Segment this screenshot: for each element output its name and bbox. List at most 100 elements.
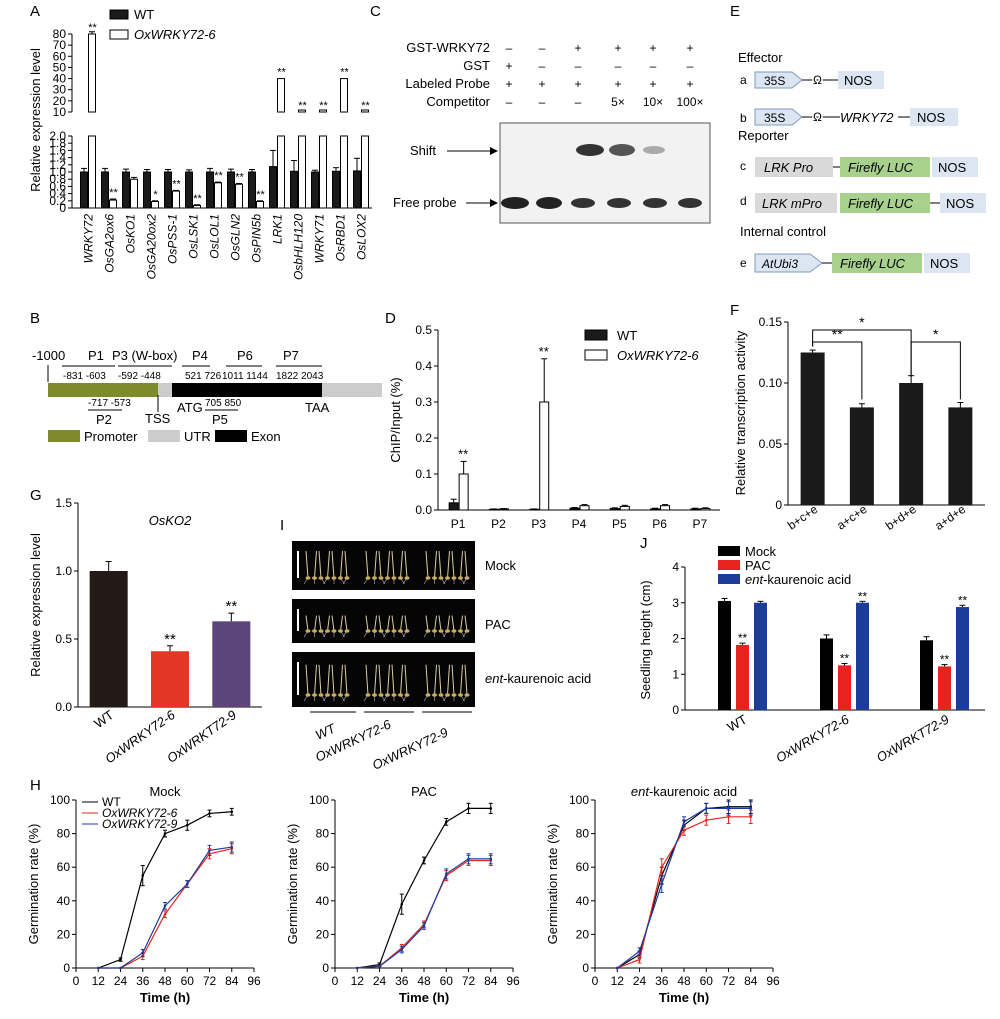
- seedling-shoot: [400, 615, 403, 632]
- panel-j-y-tick-label: 2: [672, 632, 679, 646]
- seedling-shoot: [400, 551, 403, 579]
- seedling-root: [363, 577, 369, 585]
- seedling-shoot: [391, 615, 395, 632]
- seedling-shoot: [305, 615, 309, 632]
- shift-label: Shift: [410, 143, 436, 158]
- panel-a-bar: [80, 171, 88, 209]
- primer-p7: P7 1822 2043: [276, 348, 324, 382]
- panel-a-bar: [319, 135, 327, 209]
- panel-a-category-label: OsKO1: [124, 214, 138, 253]
- series-point: [638, 958, 641, 961]
- panel-f-bracket-label: **: [832, 326, 843, 342]
- series-point: [489, 857, 493, 861]
- seedling-root: [363, 630, 369, 638]
- panel-d-category-label: P3: [531, 517, 546, 531]
- panel-h2-chart: 0 20 40 60 80 100 0 12 24 36 48 60 72 84 96 Time (h) Ger…: [285, 784, 520, 1005]
- series-point: [467, 857, 470, 861]
- svg-text:NOS: NOS: [930, 256, 959, 271]
- seedling-root: [402, 630, 408, 638]
- photo-mock: [292, 541, 475, 590]
- panel-f-bracket-label: *: [859, 314, 865, 330]
- primer-p3: P3 (W-box) -592 -448: [112, 348, 178, 382]
- seedling-root: [443, 577, 448, 585]
- seedling-shoot: [340, 615, 343, 632]
- x-tick-label: 0: [592, 974, 599, 988]
- seedling-shoot: [404, 664, 408, 696]
- emsa-cell: –: [539, 59, 546, 73]
- panel-a-bar: [109, 199, 117, 209]
- x-tick-label: 12: [92, 974, 106, 988]
- seedling-shoot: [404, 615, 408, 632]
- free-probe-label: Free probe: [393, 195, 457, 210]
- x-tick-label: 96: [247, 974, 261, 988]
- seedling-shoot: [464, 664, 468, 696]
- seedling-shoot: [425, 551, 429, 579]
- chart-title: PAC: [411, 784, 437, 799]
- panel-d-category-label: P7: [693, 517, 708, 531]
- seedling-shoot: [438, 551, 442, 579]
- panel-j-bar: [736, 644, 749, 710]
- x-axis-label: Time (h): [399, 990, 449, 1005]
- primer-p5: 705 850 P5: [205, 398, 242, 427]
- panel-letter-a: A: [30, 3, 40, 20]
- emsa-free-probe-bands: [501, 197, 702, 209]
- panel-j-chart: 0 1 2 3 4 Seedling height (cm) MockPACent-kaur…: [638, 544, 985, 765]
- panel-a-lower-y-tick-label: 2.0: [49, 129, 66, 143]
- panel-j-bar: [820, 638, 833, 710]
- primer-p2: -717 -573 P2: [88, 398, 131, 427]
- panel-a-bar: [193, 204, 201, 209]
- panel-a-significance: **: [172, 178, 181, 190]
- panel-g-bar: [89, 571, 128, 707]
- panel-g-category-label: WT: [91, 707, 116, 731]
- panel-d-y-tick-label: 0.2: [415, 431, 432, 445]
- panel-a-bar-upper: [298, 109, 306, 113]
- internal-control-label: Internal control: [740, 224, 826, 239]
- series-point: [444, 820, 448, 824]
- series-point: [422, 924, 426, 928]
- x-tick-label: 24: [114, 974, 128, 988]
- emsa-cell: –: [539, 41, 546, 55]
- panel-a-bar: [235, 183, 243, 209]
- seedling-root: [363, 694, 369, 702]
- panel-h2-y-tick-label: 40: [316, 894, 330, 908]
- panel-a-significance: **: [88, 22, 97, 34]
- seedling-root: [342, 630, 348, 638]
- x-tick-label: 0: [73, 974, 80, 988]
- seedling-shoot: [460, 664, 463, 696]
- svg-text:b: b: [740, 111, 747, 125]
- emsa-row-label: GST-WRKY72: [406, 40, 490, 55]
- panel-h2-y-tick-label: 100: [309, 793, 329, 807]
- panel-letter-b: B: [30, 310, 40, 327]
- seedling-shoot: [460, 615, 463, 632]
- panel-j-significance: **: [840, 652, 850, 666]
- seedling-shoot: [404, 551, 408, 579]
- construct-b-nos: [910, 108, 958, 126]
- seedling-shoot: [365, 615, 369, 632]
- x-tick-label: 0: [332, 974, 339, 988]
- panel-g-significance: **: [164, 631, 176, 648]
- series-point: [682, 820, 686, 824]
- panel-h1-y-tick-label: 0: [63, 961, 70, 975]
- legend-utr-label: UTR: [184, 429, 211, 444]
- seedling-root: [383, 630, 388, 638]
- panel-d-category-label: P4: [572, 517, 587, 531]
- seedling-shoot: [387, 664, 390, 696]
- seedling-shoot: [400, 664, 403, 696]
- construct-d-nos: [940, 193, 986, 213]
- svg-text:P6: P6: [237, 348, 253, 363]
- panel-a-lower-y-tick-label: 0.4: [49, 187, 66, 201]
- series-point: [378, 965, 381, 968]
- panel-a-y-axis-label: Relative expression level: [28, 48, 43, 192]
- svg-text:NOS: NOS: [844, 73, 873, 88]
- panel-a-lower-y-tick-label: 1.6: [49, 143, 66, 157]
- seedling-shoot: [447, 664, 450, 696]
- series-point: [355, 966, 359, 970]
- x-tick-label: 72: [203, 974, 217, 988]
- construct-c-luc: [840, 157, 930, 177]
- seedling-root: [383, 577, 388, 585]
- panel-a-bar-upper: [319, 109, 327, 113]
- atg-marker: ATG: [177, 400, 203, 415]
- panel-h2-y-tick-label: 80: [316, 827, 330, 841]
- series-point: [141, 951, 145, 955]
- construct-e-luc: [832, 253, 922, 273]
